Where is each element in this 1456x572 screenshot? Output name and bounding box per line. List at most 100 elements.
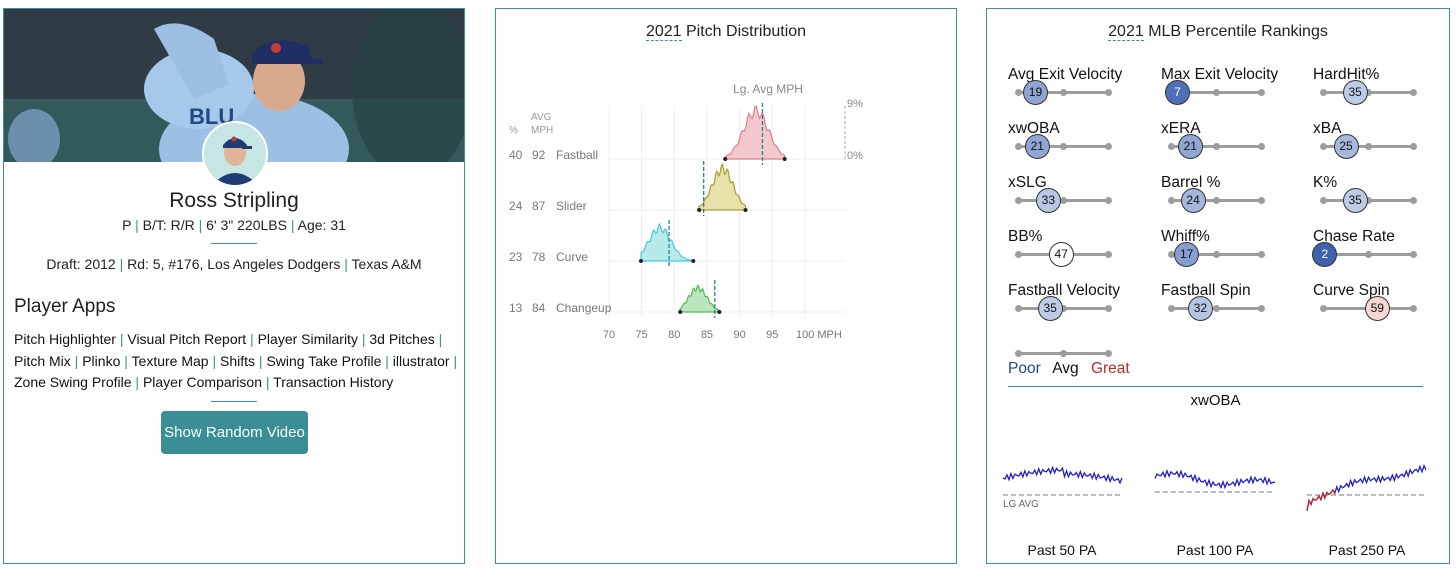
percentile-tick [1015,143,1022,150]
separator: | [344,256,348,272]
percentile-xba[interactable]: xBA 25 [1313,120,1456,174]
pitch-avg-mph: 87 [532,199,546,213]
percentile-tick [1258,251,1265,258]
percentile-chase-rate[interactable]: Chase Rate 2 [1312,228,1456,282]
app-link-shifts[interactable]: Shifts [220,352,256,369]
pitch-usage-pct: 13 [509,301,523,315]
percentile-tick [1015,197,1022,204]
percentile-legend: Poor Avg Great [1008,360,1130,378]
percentile-label: Whiff% [1161,228,1210,245]
app-link-illustrator[interactable]: illustrator [392,352,450,369]
percentile-value-bubble: 35 [1037,296,1063,321]
season-selector[interactable]: 2021 [1108,23,1144,41]
percentile-max-exit-velocity[interactable]: Max Exit Velocity 7 [1161,66,1313,120]
app-link-player-comparison[interactable]: Player Comparison [142,374,262,391]
app-link-texture-map[interactable]: Texture Map [131,352,209,369]
app-link-zone-swing-profile[interactable]: Zone Swing Profile [14,374,132,391]
app-link-pitch-mix[interactable]: Pitch Mix [14,352,71,369]
percentile-bb-[interactable]: BB% 47 [1008,228,1160,282]
percentile-label: K% [1313,174,1338,191]
app-link-visual-pitch-report[interactable]: Visual Pitch Report [127,331,247,347]
percentile-label: HardHit% [1313,66,1380,83]
percentile-value-bubble: 21 [1024,134,1050,159]
percentile-tick [1213,89,1220,96]
pitch-usage-pct: 23 [509,250,523,264]
app-link-player-similarity[interactable]: Player Similarity [257,331,358,347]
app-link-plinko[interactable]: Plinko [82,352,121,369]
percentile-xera[interactable]: xERA 21 [1161,120,1313,174]
percentile-tick [1365,143,1372,150]
xwoba-caption-100: Past 100 PA [1176,542,1254,558]
percentile-tick [1320,305,1327,312]
percentile-fastball-spin[interactable]: Fastball Spin 32 [1161,282,1313,336]
season-selector[interactable]: 2021 [645,23,682,41]
draft-round: Rd: 5, #176, Los Angeles Dodgers [127,256,341,272]
percentile-tick [1105,305,1112,312]
percentile-xslg[interactable]: xSLG 33 [1008,174,1160,228]
x-tick-label: 85 [701,329,713,341]
player-school: Texas A&M [351,256,422,272]
percentile-tick [1410,305,1417,312]
app-link-transaction-history[interactable]: Transaction History [273,374,394,391]
pitch-avg-mph: 92 [532,148,546,162]
percentile-avg-exit-velocity[interactable]: Avg Exit Velocity 19 [1008,66,1160,120]
app-link-swing-take-profile[interactable]: Swing Take Profile [266,352,382,369]
draft-year[interactable]: 2012 [84,256,116,272]
player-apps-heading: Player Apps [14,296,116,317]
percentile-value-bubble: 35 [1342,188,1368,213]
x-tick-label: 75 [636,329,648,341]
legend-poor: Poor [1008,360,1041,377]
percentile-fastball-velocity[interactable]: Fastball Velocity 35 [1008,282,1160,336]
pitch-density-changeup [679,284,721,313]
player-draft-line: Draft: 2012 | Rd: 5, #176, Los Angeles D… [4,256,464,272]
percentile-tick [1410,251,1417,258]
percentile-label: Curve Spin [1313,282,1390,299]
percentile-tick [1213,251,1220,258]
percentile-tick [1320,89,1327,96]
percentile-tick [1258,197,1265,204]
percentile-rankings-title-text: MLB Percentile Rankings [1148,23,1328,40]
density-endpoint [678,310,683,314]
divider [211,401,257,402]
percentile-barrel-[interactable]: Barrel % 24 [1161,174,1313,228]
pitch-name: Changeup [556,301,612,315]
percentile-label: BB% [1008,228,1043,245]
app-link-pitch-highlighter[interactable]: Pitch Highlighter [14,331,116,347]
separator: | [290,217,295,233]
column-header-avg: AVG [531,112,552,123]
x-tick-label: 80 [668,329,680,341]
percentile-xwoba[interactable]: xwOBA 21 [1008,120,1160,174]
percentile-hardhit-[interactable]: HardHit% 35 [1313,66,1456,120]
percentile-label: xwOBA [1008,120,1060,137]
percentile-tick [1105,197,1112,204]
percentile-tick [1168,305,1175,312]
player-bio-line: P | B/T: R/R | 6' 3" 220LBS | Age: 31 [4,217,464,233]
percentile-value-bubble: 17 [1174,242,1200,267]
percentile-tick [1213,305,1220,312]
separator: | [262,374,274,391]
percentile-tick [1168,197,1175,204]
separator: | [381,352,393,369]
separator: | [119,256,124,272]
pitch-distribution-title: 2021 Pitch Distribution [496,23,956,41]
x-tick-label: 90 [733,329,745,341]
app-link-3d-pitches[interactable]: 3d Pitches [369,331,435,347]
show-random-video-button[interactable]: Show Random Video [161,411,308,454]
percentile-tick [1105,251,1112,258]
percentile-tick [1365,251,1372,258]
percentile-tick [1213,197,1220,204]
percentile-value-bubble: 33 [1035,188,1061,213]
legend-great: Great [1090,360,1130,377]
draft-label: Draft: [46,256,81,272]
separator: | [198,217,203,233]
pitch-usage-pct: 24 [509,199,523,213]
percentile-value-bubble: 24 [1180,188,1206,213]
x-tick-label: 95 [766,329,778,341]
separator: | [246,331,258,347]
percentile-whiff-[interactable]: Whiff% 17 [1161,228,1313,282]
percentile-tick [1410,143,1417,150]
percentile-label: Max Exit Velocity [1161,66,1279,83]
percentile-value-bubble: 25 [1333,134,1359,159]
percentile-k-[interactable]: K% 35 [1313,174,1456,228]
percentile-curve-spin[interactable]: Curve Spin 59 [1313,282,1456,336]
